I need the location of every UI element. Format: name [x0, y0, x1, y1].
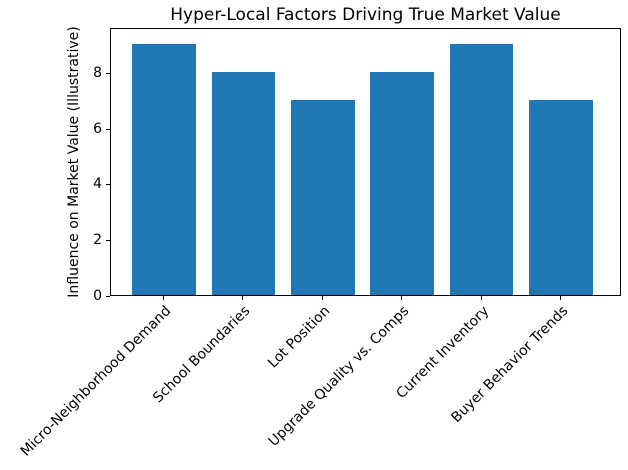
- x-tick-mark: [480, 296, 482, 300]
- x-tick-label: Micro-Neighborhood Demand: [17, 303, 175, 460]
- bar: [370, 72, 434, 295]
- x-tick-label: Current Inventory: [392, 303, 492, 402]
- y-tick-label: 8: [93, 65, 102, 81]
- bar: [529, 100, 593, 295]
- plot-area: [110, 28, 621, 296]
- x-tick-mark: [401, 296, 403, 300]
- x-tick-label: Buyer Behavior Trends: [448, 303, 572, 426]
- y-tick-mark: [106, 296, 110, 297]
- bar: [211, 72, 276, 295]
- y-tick-label: 6: [93, 121, 102, 137]
- bar: [449, 44, 514, 295]
- y-tick-label: 0: [93, 288, 102, 304]
- y-tick-label: 4: [93, 176, 102, 192]
- x-tick-mark: [560, 296, 561, 300]
- y-tick-mark: [106, 240, 110, 241]
- x-tick-label: Lot Position: [264, 303, 334, 372]
- x-tick-mark: [321, 296, 323, 300]
- bar: [132, 44, 196, 295]
- x-tick-mark: [242, 296, 244, 300]
- y-tick-mark: [106, 184, 110, 185]
- bar: [291, 100, 355, 295]
- x-tick-mark: [163, 296, 164, 300]
- y-tick-label: 2: [93, 232, 102, 248]
- chart-title: Hyper-Local Factors Driving True Market …: [170, 5, 561, 25]
- y-tick-mark: [106, 129, 110, 130]
- x-tick-label: School Boundaries: [150, 303, 254, 407]
- x-tick-label: Upgrade Quality vs. Comps: [265, 303, 413, 450]
- y-tick-mark: [106, 73, 110, 74]
